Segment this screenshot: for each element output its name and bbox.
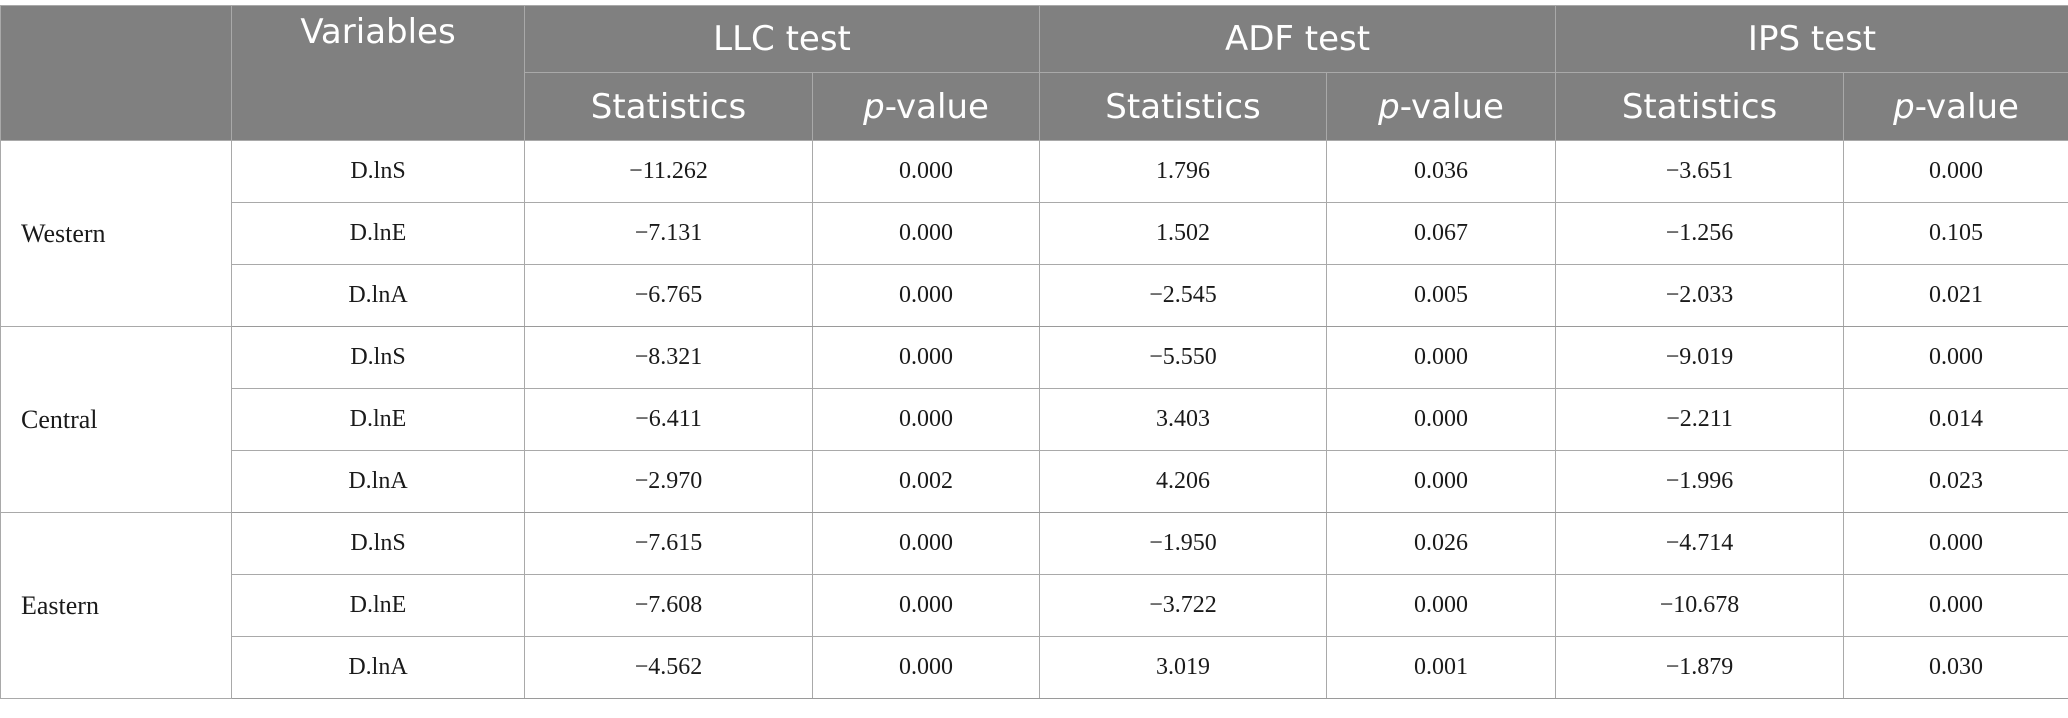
ips-pvalue-cell: 0.023 (1843, 450, 2068, 513)
llc-statistic-cell: −11.262 (524, 140, 813, 203)
ips-pvalue-cell: 0.014 (1843, 388, 2068, 451)
variable-cell: D.lnE (231, 202, 525, 265)
variable-cell: D.lnA (231, 450, 525, 513)
header-row-groups: Variables LLC test ADF test IPS test (0, 5, 2068, 141)
header-row-subcolumns: Statistics p-value Statistics p-value St… (1, 72, 2068, 141)
unit-root-test-table: Variables LLC test ADF test IPS test Sta… (0, 5, 2068, 699)
table-row: D.lnE −7.131 0.000 1.502 0.067 −1.256 0.… (1, 202, 2068, 265)
llc-statistic-cell: −7.131 (524, 202, 813, 265)
ips-pvalue-cell: 0.000 (1843, 140, 2068, 203)
llc-statistic-cell: −6.411 (524, 388, 813, 451)
ips-pvalue-cell: 0.000 (1843, 512, 2068, 575)
llc-pvalue-cell: 0.000 (811, 388, 1041, 451)
variable-cell: D.lnS (231, 140, 525, 203)
adf-test-header: ADF test (1039, 5, 1557, 73)
ips-pvalue-cell: 0.000 (1843, 574, 2068, 637)
llc-test-header: LLC test (523, 5, 1041, 73)
adf-pvalue-cell: 0.000 (1326, 574, 1557, 637)
region-label-western: Western (0, 140, 232, 327)
adf-statistic-cell: −1.950 (1039, 512, 1328, 575)
table-row: D.lnE −6.411 0.000 3.403 0.000 −2.211 0.… (1, 388, 2068, 451)
adf-pvalue-header: p-value (1326, 72, 1557, 141)
ips-statistics-header: Statistics (1555, 72, 1845, 141)
variables-column-header: Variables (231, 5, 525, 141)
ips-statistic-cell: −1.996 (1555, 450, 1845, 513)
adf-pvalue-cell: 0.005 (1326, 264, 1557, 327)
region-label-central: Central (0, 326, 232, 513)
pvalue-suffix: -value (884, 86, 989, 127)
ips-pvalue-cell: 0.021 (1843, 264, 2068, 327)
adf-statistics-header: Statistics (1039, 72, 1328, 141)
variable-cell: D.lnA (231, 636, 525, 699)
ips-statistic-cell: −9.019 (1555, 326, 1845, 389)
region-column-header (0, 5, 232, 141)
variable-cell: D.lnS (231, 326, 525, 389)
llc-statistic-cell: −7.615 (524, 512, 813, 575)
adf-statistic-cell: −2.545 (1039, 264, 1328, 327)
llc-statistic-cell: −7.608 (524, 574, 813, 637)
table-row: Western D.lnS −11.262 0.000 1.796 0.036 … (0, 140, 2068, 327)
table-header: Variables LLC test ADF test IPS test Sta… (0, 5, 2068, 141)
adf-pvalue-cell: 0.000 (1326, 450, 1557, 513)
ips-pvalue-cell: 0.000 (1843, 326, 2068, 389)
adf-pvalue-cell: 0.000 (1326, 326, 1557, 389)
llc-pvalue-cell: 0.000 (811, 140, 1041, 203)
table-row: D.lnA −6.765 0.000 −2.545 0.005 −2.033 0… (1, 264, 2068, 327)
ips-pvalue-header: p-value (1843, 72, 2068, 141)
adf-statistic-cell: 4.206 (1039, 450, 1328, 513)
llc-pvalue-cell: 0.000 (811, 574, 1041, 637)
ips-statistic-cell: −2.033 (1555, 264, 1845, 327)
adf-statistic-cell: 3.019 (1039, 636, 1328, 699)
adf-pvalue-cell: 0.000 (1326, 388, 1557, 451)
pvalue-suffix: -value (1399, 86, 1504, 127)
ips-statistic-cell: −2.211 (1555, 388, 1845, 451)
llc-statistic-cell: −8.321 (524, 326, 813, 389)
adf-statistic-cell: 1.502 (1039, 202, 1328, 265)
table-body: Western D.lnS −11.262 0.000 1.796 0.036 … (0, 140, 2068, 699)
table-row: D.lnE −7.608 0.000 −3.722 0.000 −10.678 … (1, 574, 2068, 637)
adf-statistic-cell: −5.550 (1039, 326, 1328, 389)
adf-pvalue-cell: 0.001 (1326, 636, 1557, 699)
adf-statistic-cell: −3.722 (1039, 574, 1328, 637)
adf-pvalue-cell: 0.026 (1326, 512, 1557, 575)
adf-pvalue-cell: 0.067 (1326, 202, 1557, 265)
ips-statistic-cell: −3.651 (1555, 140, 1845, 203)
llc-statistic-cell: −6.765 (524, 264, 813, 327)
ips-statistic-cell: −1.879 (1555, 636, 1845, 699)
llc-pvalue-cell: 0.000 (811, 636, 1041, 699)
llc-pvalue-cell: 0.000 (811, 202, 1041, 265)
variable-cell: D.lnE (231, 574, 525, 637)
table-row: D.lnA −4.562 0.000 3.019 0.001 −1.879 0.… (1, 636, 2068, 699)
pvalue-p-letter: p (1378, 86, 1400, 127)
pvalue-p-letter: p (863, 86, 885, 127)
llc-pvalue-cell: 0.000 (811, 326, 1041, 389)
ips-statistic-cell: −4.714 (1555, 512, 1845, 575)
table-row: Eastern D.lnS −7.615 0.000 −1.950 0.026 … (0, 512, 2068, 699)
variable-cell: D.lnE (231, 388, 525, 451)
adf-statistic-cell: 3.403 (1039, 388, 1328, 451)
pvalue-suffix: -value (1914, 86, 2019, 127)
adf-statistic-cell: 1.796 (1039, 140, 1328, 203)
ips-statistic-cell: −10.678 (1555, 574, 1845, 637)
llc-pvalue-cell: 0.000 (811, 264, 1041, 327)
ips-statistic-cell: −1.256 (1555, 202, 1845, 265)
llc-statistic-cell: −2.970 (524, 450, 813, 513)
adf-pvalue-cell: 0.036 (1326, 140, 1557, 203)
ips-pvalue-cell: 0.030 (1843, 636, 2068, 699)
ips-test-header: IPS test (1555, 5, 2068, 73)
table-row: Central D.lnS −8.321 0.000 −5.550 0.000 … (0, 326, 2068, 513)
llc-pvalue-cell: 0.002 (811, 450, 1041, 513)
llc-pvalue-header: p-value (811, 72, 1041, 141)
ips-pvalue-cell: 0.105 (1843, 202, 2068, 265)
variable-cell: D.lnS (231, 512, 525, 575)
llc-pvalue-cell: 0.000 (811, 512, 1041, 575)
table-row: D.lnA −2.970 0.002 4.206 0.000 −1.996 0.… (1, 450, 2068, 513)
pvalue-p-letter: p (1893, 86, 1915, 127)
region-label-eastern: Eastern (0, 512, 232, 699)
variable-cell: D.lnA (231, 264, 525, 327)
llc-statistics-header: Statistics (524, 72, 813, 141)
llc-statistic-cell: −4.562 (524, 636, 813, 699)
